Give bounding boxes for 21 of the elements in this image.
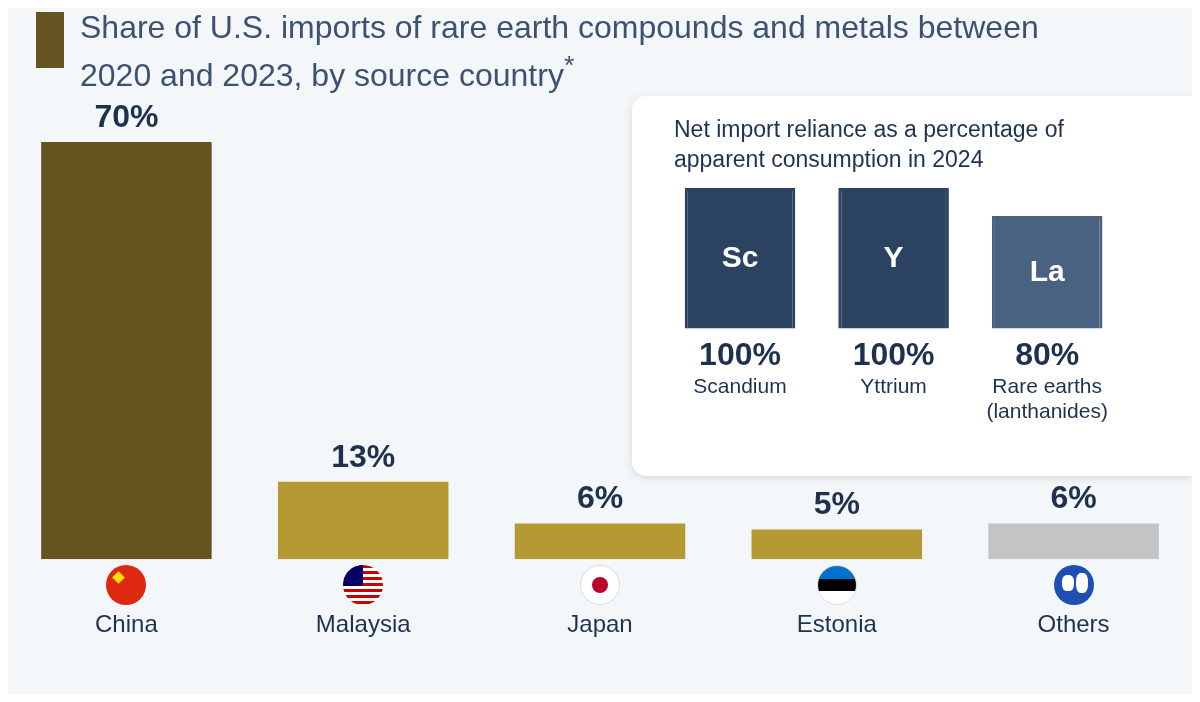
data-label: 70% (94, 97, 159, 134)
data-label: 6% (576, 479, 624, 516)
annotation: La (1029, 253, 1065, 287)
x-tick-label: Scandium (693, 373, 787, 397)
annotation: Sc (721, 239, 759, 273)
x-tick-label: Japan (567, 610, 633, 638)
data-label: 80% (1015, 336, 1080, 373)
x-tick-label: China (95, 610, 159, 638)
x-tick-label: Estonia (796, 610, 878, 638)
x-tick-label: Others (1037, 610, 1110, 638)
data-label: 100% (852, 336, 935, 373)
x-tick-label: Yttrium (860, 373, 927, 397)
data-label: 13% (331, 437, 396, 474)
x-tick-label: Malaysia (315, 610, 412, 638)
annotation: Y (883, 239, 904, 273)
data-label: 5% (813, 485, 860, 522)
chart-title: Share of U.S. imports of rare earth compounds and metals between 2020 and 2023, by source country$^{*}$ (80, 8, 1040, 94)
chart-title: Net import reliance as a percentage of apparent consumption in 2024 (674, 115, 1065, 174)
data-label: 100% (699, 336, 781, 373)
data-label: 6% (1050, 479, 1097, 516)
x-tick-label: Rare earths (lanthanides) (986, 373, 1108, 423)
